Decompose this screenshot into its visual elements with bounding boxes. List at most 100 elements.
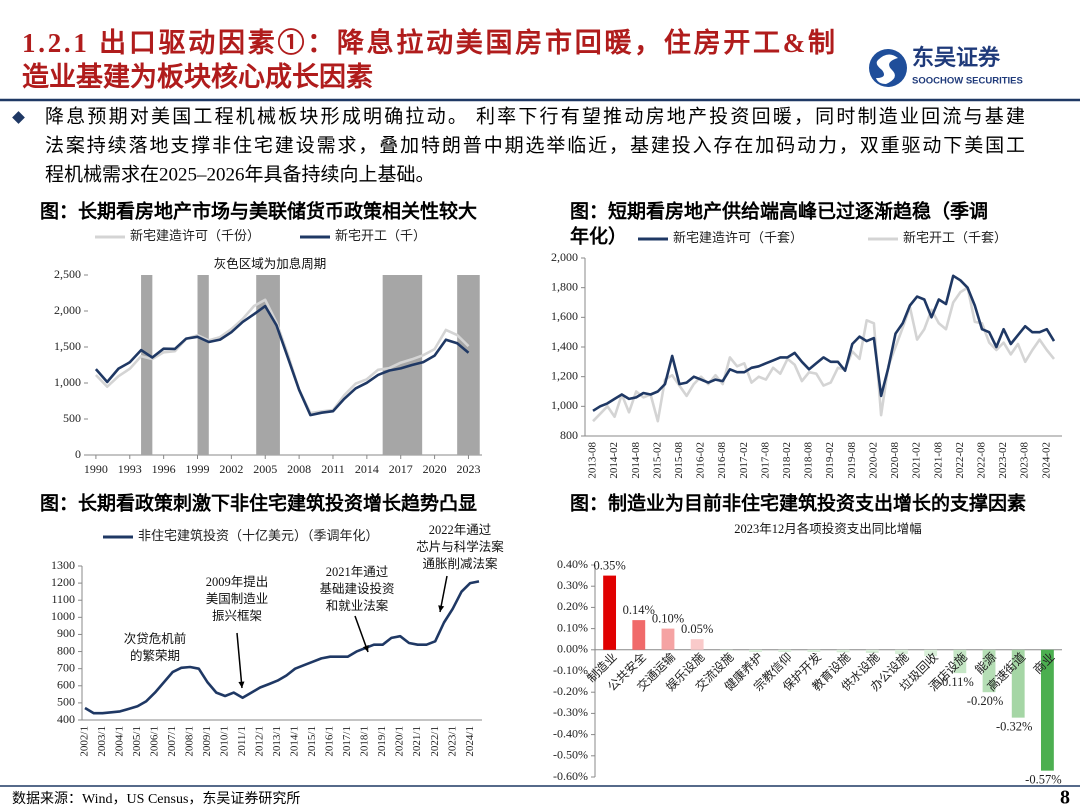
x-tick-label: 2017-08 xyxy=(759,442,771,479)
x-tick-label: 2023 xyxy=(456,462,480,476)
series-line xyxy=(94,304,470,417)
chart-title: 年化） xyxy=(570,224,627,247)
y-tick-label: 2,500 xyxy=(54,267,81,281)
y-tick-label: -0.10% xyxy=(553,663,588,677)
y-tick-label: 1,200 xyxy=(551,368,578,382)
x-tick-label: 2007/1 xyxy=(166,726,178,757)
x-tick-label: 2016-08 xyxy=(716,442,728,479)
annotation-arrowhead xyxy=(438,605,445,612)
annotation: 灰色区域为加息周期 xyxy=(214,256,327,271)
annotation: 2021年通过 xyxy=(326,565,389,579)
y-tick-label: 800 xyxy=(57,643,75,657)
logo-name: 东吴证券 xyxy=(912,45,1001,70)
bar xyxy=(632,620,646,650)
x-tick-label: 2018-02 xyxy=(781,442,793,479)
bar xyxy=(719,649,733,651)
y-tick-label: 0.00% xyxy=(557,642,588,656)
annotation: 通胀削减法案 xyxy=(422,556,498,571)
value-label: -0.32% xyxy=(996,720,1032,734)
y-tick-label: -0.50% xyxy=(553,748,588,762)
x-tick-label: 2012/1 xyxy=(254,726,266,757)
series-line xyxy=(592,286,1056,423)
x-tick-label: 2021-08 xyxy=(932,442,944,479)
x-tick-label: 2013/1 xyxy=(271,726,283,757)
bullet-text: 降息预期对美国工程机械板块形成明确拉动。 利率下行有望推动房地产投资回暖，同时制… xyxy=(45,105,1025,127)
x-tick-label: 2016-02 xyxy=(695,442,707,479)
page-number: 8 xyxy=(1060,787,1070,809)
x-tick-label: 2022/1 xyxy=(429,726,441,757)
x-tick-label: 2009/1 xyxy=(201,726,213,757)
x-tick-label: 2023-08 xyxy=(1019,442,1031,479)
x-tick-label: 2019-02 xyxy=(824,442,836,479)
bar xyxy=(836,649,850,653)
y-tick-label: 1,400 xyxy=(551,339,578,353)
x-tick-label: 2010/1 xyxy=(219,726,231,757)
y-tick-label: 400 xyxy=(57,712,75,726)
x-tick-label: 2019/1 xyxy=(376,726,388,757)
y-tick-label: 1100 xyxy=(51,592,75,606)
bar xyxy=(1011,649,1025,718)
annotation-arrow xyxy=(354,615,369,653)
y-tick-label: -0.60% xyxy=(553,769,588,783)
bar xyxy=(661,628,675,650)
x-tick-label: 2020 xyxy=(423,462,447,476)
annotation: 的繁荣期 xyxy=(130,648,180,663)
x-tick-label: 1993 xyxy=(118,462,142,476)
y-tick-label: 900 xyxy=(57,626,75,640)
x-tick-label: 2008/1 xyxy=(184,726,196,757)
x-tick-label: 2002 xyxy=(219,462,243,476)
bar xyxy=(924,649,938,657)
bar xyxy=(953,649,967,674)
annotation-arrowhead xyxy=(238,681,245,688)
legend-label: 新宅开工（千套） xyxy=(903,230,1007,245)
value-label: -0.57% xyxy=(1025,773,1061,787)
annotation: 振兴框架 xyxy=(212,609,262,623)
y-tick-label: -0.30% xyxy=(553,705,588,719)
y-tick-label: 1,000 xyxy=(54,375,81,389)
bar xyxy=(865,649,879,653)
series-line xyxy=(592,274,1056,412)
x-tick-label: 2024/1 xyxy=(464,726,476,757)
x-tick-label: 2022-08 xyxy=(976,442,988,479)
x-tick-label: 2015-08 xyxy=(673,442,685,479)
value-label: -0.11% xyxy=(938,675,974,689)
y-tick-label: 1,800 xyxy=(551,279,578,293)
x-tick-label: 2020/1 xyxy=(394,726,406,757)
y-tick-label: -0.20% xyxy=(553,684,588,698)
x-tick-label: 2017-02 xyxy=(738,442,750,479)
logo: 东吴证券 SOOCHOW SECURITIES xyxy=(869,45,1023,87)
x-tick-label: 2013-08 xyxy=(587,442,599,479)
bar xyxy=(690,639,704,650)
shaded-period xyxy=(197,275,209,455)
x-tick-label: 2017/1 xyxy=(341,726,353,757)
y-tick-label: 1000 xyxy=(51,609,75,623)
y-tick-label: 1,500 xyxy=(54,339,81,353)
annotation: 美国制造业 xyxy=(206,592,269,606)
x-tick-label: 1999 xyxy=(186,462,210,476)
x-tick-label: 2011 xyxy=(321,462,345,476)
series-line xyxy=(84,580,480,715)
x-tick-label: 2005/1 xyxy=(131,726,143,757)
value-label: -0.20% xyxy=(967,694,1003,708)
x-tick-label: 2003/1 xyxy=(96,726,108,757)
bullet-text: 法案持续落地支撑非住宅建设需求，叠加特朗普中期选举临近，基建投入存在加码动力，双… xyxy=(45,134,1025,156)
bullet-text: 程机械需求在2025–2026年具备持续向上基础。 xyxy=(45,163,435,185)
chart-subtitle: 2023年12月各项投资支出同比增幅 xyxy=(734,521,922,536)
y-tick-label: 800 xyxy=(560,428,578,442)
x-tick-label: 2019-08 xyxy=(846,442,858,479)
y-tick-label: 1,000 xyxy=(551,398,578,412)
value-label: 0.35% xyxy=(593,558,625,572)
shaded-period xyxy=(141,275,153,455)
source-note: 数据来源：Wind，US Census，东吴证券研究所 xyxy=(12,791,300,807)
y-tick-label: 500 xyxy=(63,411,81,425)
x-tick-label: 2018/1 xyxy=(359,726,371,757)
x-tick-label: 2005 xyxy=(253,462,277,476)
x-tick-label: 2023-02 xyxy=(997,442,1009,479)
bar xyxy=(749,649,762,652)
annotation: 和就业法案 xyxy=(326,598,389,613)
bar xyxy=(1040,649,1054,771)
x-tick-label: 2015-02 xyxy=(651,442,663,479)
x-tick-label: 2018-08 xyxy=(803,442,815,479)
